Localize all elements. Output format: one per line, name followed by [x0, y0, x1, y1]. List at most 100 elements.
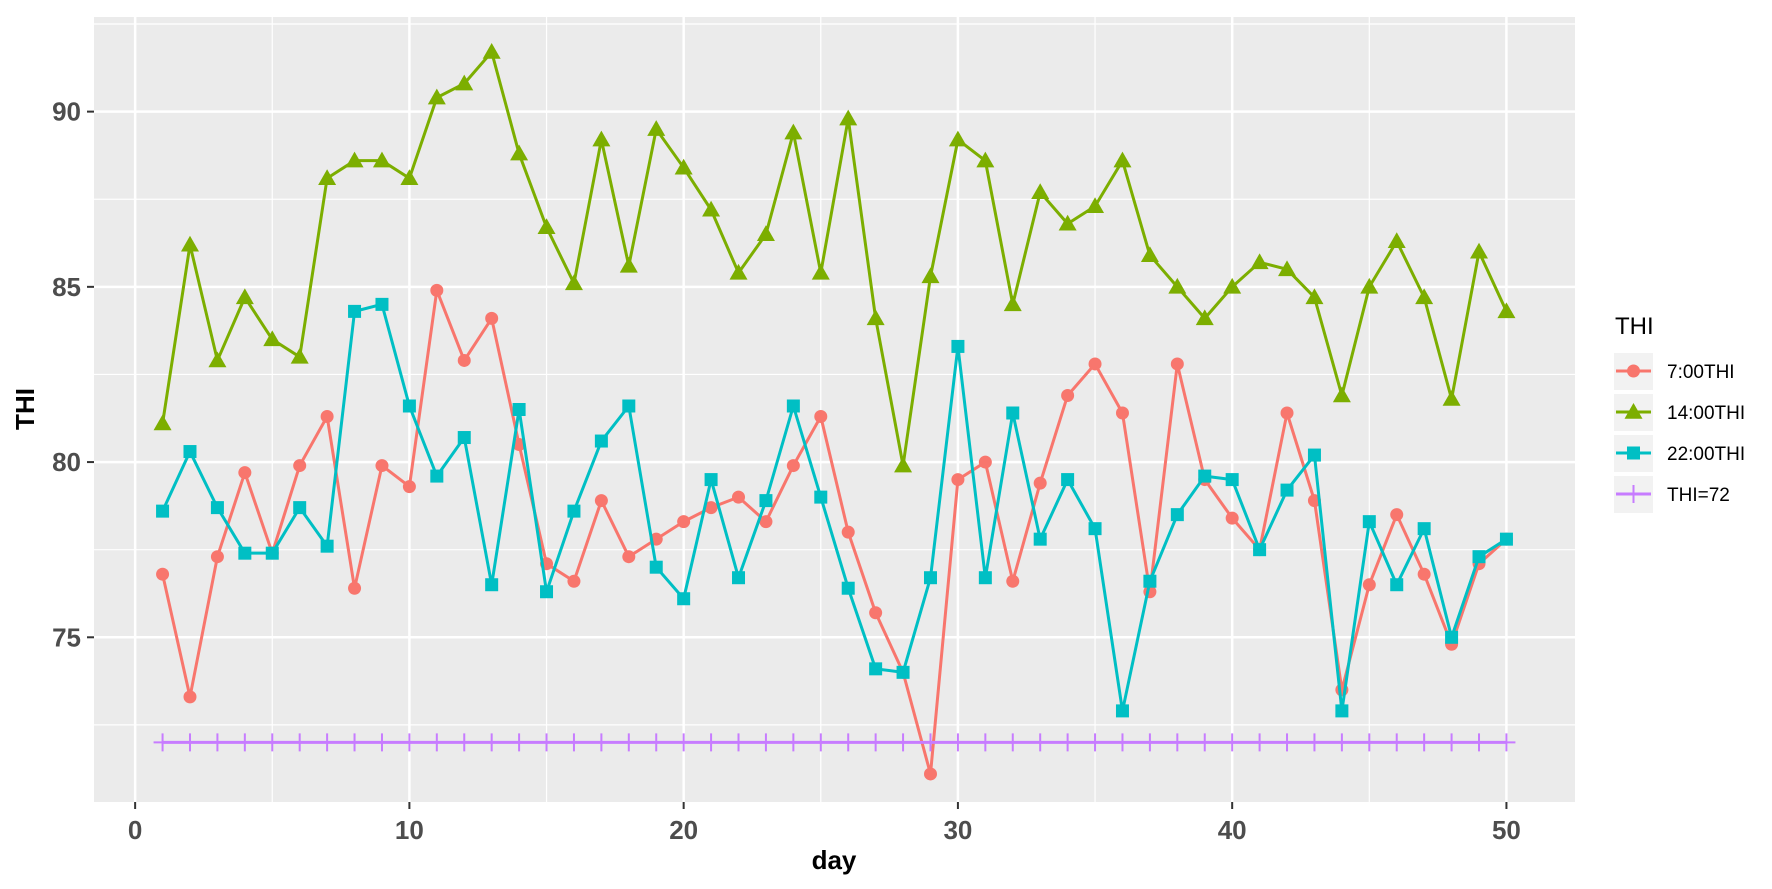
data-point: [1168, 733, 1187, 752]
data-point: [1472, 550, 1486, 564]
data-point: [1497, 733, 1516, 752]
data-point: [921, 267, 940, 284]
legend-label: 14:00THI: [1667, 403, 1745, 424]
data-point: [1305, 288, 1324, 305]
data-point: [1253, 543, 1267, 557]
data-point: [1417, 567, 1431, 581]
data-point: [649, 560, 663, 574]
y-tick-label: 85: [52, 272, 81, 302]
data-point: [976, 151, 995, 168]
data-point: [320, 410, 334, 424]
data-point: [594, 434, 608, 448]
data-point: [1168, 277, 1187, 294]
data-point: [263, 330, 282, 347]
data-point: [1360, 733, 1379, 752]
data-point: [622, 399, 636, 413]
x-tick-label: 30: [943, 815, 972, 845]
data-point: [293, 459, 307, 473]
data-point: [1198, 469, 1212, 483]
data-point: [318, 733, 337, 752]
data-point: [1390, 508, 1404, 522]
data-point: [537, 218, 556, 235]
data-point: [263, 733, 282, 752]
data-point: [512, 438, 526, 452]
data-point: [1033, 476, 1047, 490]
data-point: [210, 550, 224, 564]
data-point: [951, 339, 965, 353]
data-point: [1170, 357, 1184, 371]
data-point: [704, 501, 718, 515]
legend-key-marker: [1624, 403, 1643, 419]
data-point: [869, 606, 883, 620]
data-point: [1390, 578, 1404, 592]
data-point: [510, 144, 529, 161]
data-point: [1088, 357, 1102, 371]
data-point: [784, 123, 803, 140]
data-point: [729, 263, 748, 280]
data-point: [1280, 406, 1294, 420]
data-point: [400, 169, 419, 185]
data-point: [592, 130, 611, 147]
data-point: [564, 274, 583, 291]
data-point: [1058, 733, 1077, 752]
data-point: [293, 501, 307, 515]
legend-label: 22:00THI: [1667, 444, 1745, 465]
data-point: [759, 494, 773, 508]
data-point: [923, 767, 937, 781]
data-point: [1470, 733, 1489, 752]
series-layer: [153, 43, 1516, 781]
legend-title: THI: [1615, 313, 1654, 340]
data-point: [677, 515, 691, 529]
data-point: [567, 504, 581, 518]
data-point: [786, 459, 800, 473]
data-point: [348, 304, 362, 318]
data-point: [482, 733, 501, 752]
data-point: [372, 151, 391, 168]
data-point: [1278, 260, 1297, 277]
data-point: [430, 469, 444, 483]
x-tick-label: 20: [669, 815, 698, 845]
data-point: [372, 733, 391, 752]
x-tick-label: 50: [1492, 815, 1521, 845]
x-tick-label: 0: [128, 815, 142, 845]
data-point: [1387, 232, 1406, 249]
x-axis: 0 10 20 30 40 50: [128, 802, 1521, 845]
data-point: [866, 733, 885, 752]
data-point: [238, 466, 252, 480]
data-point: [183, 690, 197, 704]
data-point: [208, 351, 227, 368]
data-point: [702, 733, 721, 752]
data-point: [183, 445, 197, 459]
data-point: [1278, 733, 1297, 752]
data-point: [619, 733, 638, 752]
data-point: [1499, 532, 1513, 546]
data-point: [156, 567, 170, 581]
data-point: [1115, 406, 1129, 420]
data-point: [1360, 277, 1379, 294]
data-point: [1280, 483, 1294, 497]
data-point: [1223, 733, 1242, 752]
data-point: [1225, 511, 1239, 525]
data-point: [153, 733, 172, 752]
series-line: [161, 302, 1508, 713]
data-point: [1497, 302, 1516, 319]
data-point: [1003, 733, 1022, 752]
data-point: [1031, 183, 1050, 199]
data-point: [1470, 242, 1489, 259]
data-point: [482, 43, 501, 59]
data-point: [1086, 197, 1105, 213]
data-point: [647, 120, 666, 136]
data-point: [704, 473, 718, 487]
data-point: [811, 733, 830, 752]
data-point: [1445, 630, 1459, 644]
data-point: [402, 399, 416, 413]
data-point: [756, 733, 775, 752]
data-point: [208, 733, 227, 752]
data-point: [567, 574, 581, 588]
data-point: [427, 88, 446, 105]
data-point: [1415, 288, 1434, 305]
series-triangle: [153, 43, 1516, 473]
data-point: [457, 353, 471, 367]
data-point: [156, 504, 170, 518]
data-point: [622, 550, 636, 564]
